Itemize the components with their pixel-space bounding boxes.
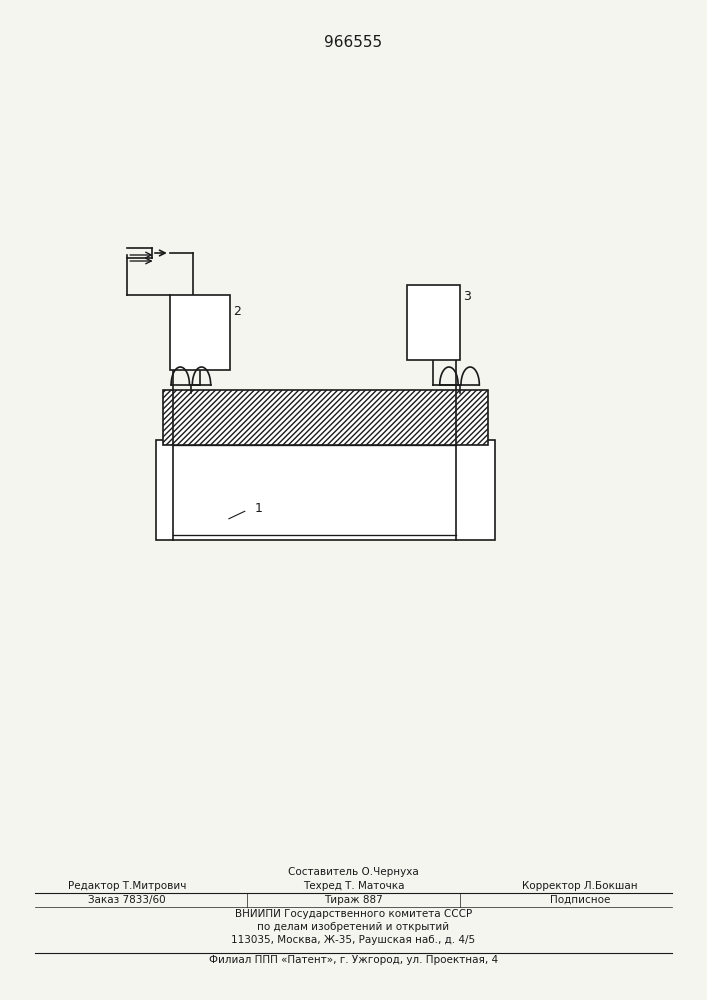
Text: по делам изобретений и открытий: по делам изобретений и открытий: [257, 922, 450, 932]
Text: Тираж 887: Тираж 887: [324, 895, 383, 905]
Text: 1: 1: [255, 502, 262, 515]
Text: Филиал ППП «Патент», г. Ужгород, ул. Проектная, 4: Филиал ППП «Патент», г. Ужгород, ул. Про…: [209, 955, 498, 965]
Text: Заказ 7833/60: Заказ 7833/60: [88, 895, 166, 905]
Bar: [163, 390, 488, 445]
Bar: [407, 285, 460, 360]
Text: Составитель О.Чернуха: Составитель О.Чернуха: [288, 867, 419, 877]
Text: Подписное: Подписное: [549, 895, 610, 905]
Text: 966555: 966555: [325, 35, 382, 50]
Text: ВНИИПИ Государственного комитета СССР: ВНИИПИ Государственного комитета СССР: [235, 909, 472, 919]
Text: Корректор Л.Бокшан: Корректор Л.Бокшан: [522, 881, 638, 891]
Text: Редактор Т.Митрович: Редактор Т.Митрович: [68, 881, 187, 891]
Text: 113035, Москва, Ж-35, Раушская наб., д. 4/5: 113035, Москва, Ж-35, Раушская наб., д. …: [231, 935, 476, 945]
Bar: [156, 440, 495, 540]
Bar: [170, 295, 230, 370]
Text: 2: 2: [233, 305, 241, 318]
Text: Техред Т. Маточка: Техред Т. Маточка: [303, 881, 404, 891]
Text: 3: 3: [463, 290, 471, 303]
